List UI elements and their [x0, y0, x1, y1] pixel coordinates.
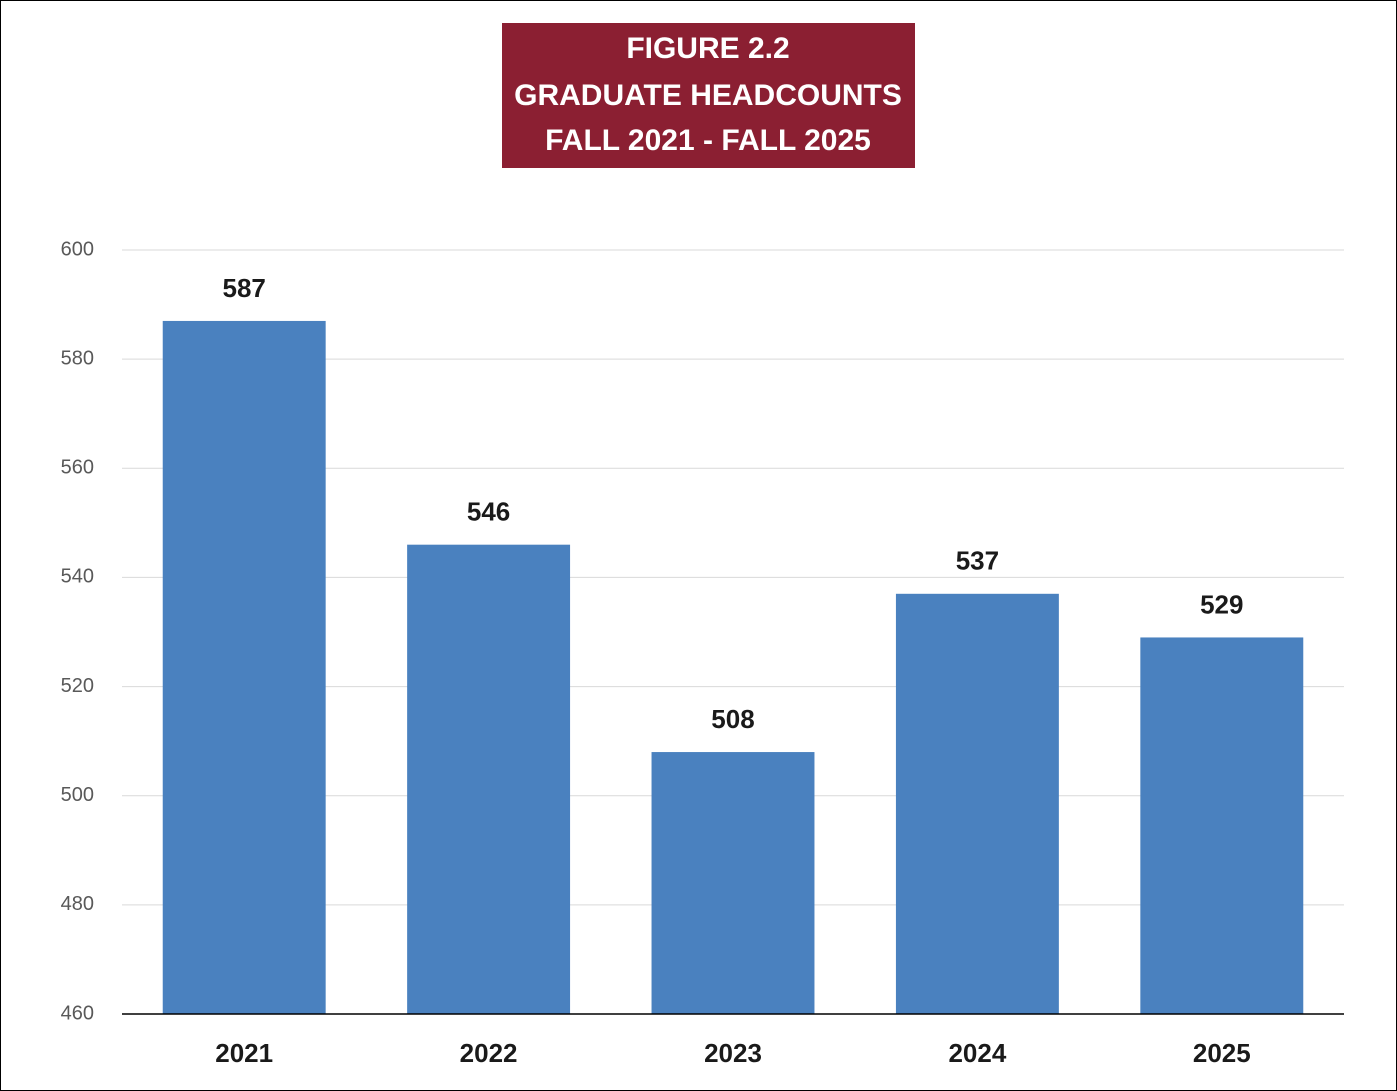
x-tick-label: 2025 [1193, 1038, 1251, 1068]
x-tick-label: 2021 [215, 1038, 273, 1068]
value-label: 546 [467, 497, 510, 527]
bar [1140, 637, 1304, 1014]
chart-title: FALL 2021 - FALL 2025 [545, 124, 871, 157]
bar [162, 320, 326, 1014]
value-label: 529 [1200, 589, 1243, 619]
value-label: 587 [223, 273, 266, 303]
y-tick-label: 480 [61, 893, 94, 915]
bar [651, 752, 815, 1014]
title-box [502, 23, 915, 168]
value-label: 537 [956, 546, 999, 576]
x-tick-label: 2023 [704, 1038, 762, 1068]
chart-title: GRADUATE HEADCOUNTS [514, 79, 902, 112]
y-tick-label: 600 [61, 238, 94, 260]
y-tick-label: 560 [61, 457, 94, 479]
x-tick-label: 2022 [460, 1038, 518, 1068]
x-tick-label: 2024 [948, 1038, 1006, 1068]
bar [895, 593, 1059, 1014]
y-tick-label: 460 [61, 1002, 94, 1024]
bar [407, 544, 571, 1014]
chart-title: FIGURE 2.2 [626, 32, 789, 65]
y-tick-label: 500 [61, 784, 94, 806]
value-label: 508 [711, 704, 754, 734]
y-tick-label: 580 [61, 347, 94, 369]
y-tick-label: 520 [61, 675, 94, 697]
y-tick-label: 540 [61, 566, 94, 588]
